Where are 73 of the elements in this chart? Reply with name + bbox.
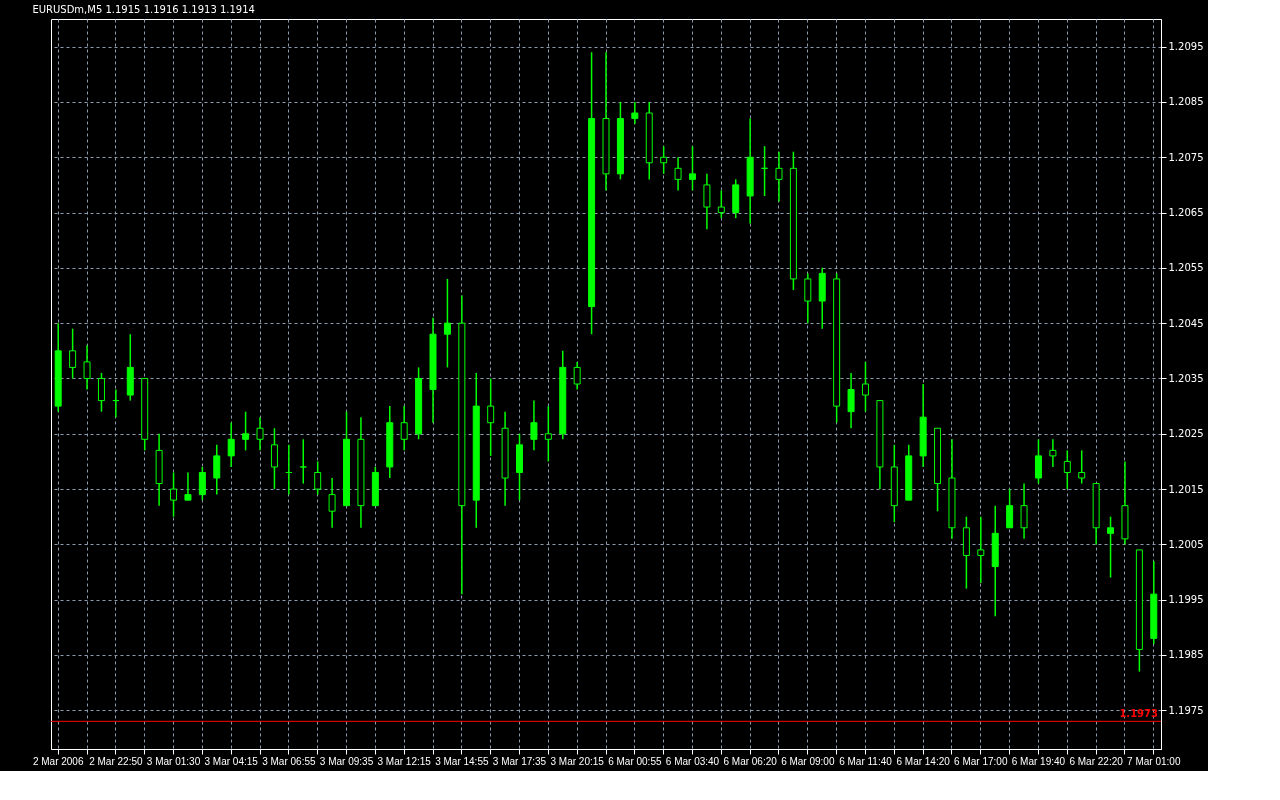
x-tick-label: 6 Mar 14:20 [896,755,951,767]
x-tick-label: 3 Mar 14:55 [435,755,489,767]
candlestick [227,421,235,468]
candlestick [1020,482,1028,540]
y-tick-label: 1.2055 [1168,262,1204,274]
x-tick-label: 3 Mar 17:35 [492,755,547,767]
candlestick [1107,515,1115,579]
x-tick-label: 3 Mar 20:15 [550,755,605,767]
ref-line-label: 1.1973 [1119,708,1159,720]
candlestick [688,145,696,192]
candlestick [328,477,336,529]
candlestick [717,189,725,219]
y-tick-label: 1.1985 [1168,649,1204,661]
x-tick-label: 6 Mar 09:00 [781,755,835,767]
candlestick [703,173,711,230]
candlestick [270,427,278,490]
candlestick [1006,488,1014,529]
candlestick [1049,438,1057,468]
y-tick-label: 1.2015 [1168,483,1204,495]
x-tick-label: 3 Mar 06:55 [262,755,316,767]
candlestick [184,471,192,501]
y-tick-label: 1.2095 [1168,41,1204,53]
y-tick-label: 1.1995 [1168,594,1204,606]
candlestick [170,471,178,518]
candlestick [400,405,408,452]
candlestick [487,377,495,457]
candlestick [977,515,985,584]
y-tick-label: 1.2045 [1168,317,1204,329]
candlestick [314,460,322,496]
candlestick [631,101,639,125]
candlestick [1078,449,1086,485]
candlestick [530,399,538,452]
x-tick-label: 6 Mar 00:55 [608,755,662,767]
candlestick [443,278,451,369]
x-tick-label: 3 Mar 04:15 [204,755,259,767]
candlestick [1063,449,1071,490]
x-tick-label: 6 Mar 03:40 [665,755,720,767]
candlestick [242,410,250,452]
candlestick [299,438,307,485]
candlestick [69,327,77,380]
candlestick [1034,438,1042,485]
x-tick-label: 6 Mar 06:20 [723,755,778,767]
y-tick-label: 1.2075 [1168,151,1204,163]
y-tick-label: 1.1975 [1168,704,1204,716]
candlestick [847,372,855,429]
candlestick [97,372,105,413]
candlestick [674,156,682,192]
candlestick [804,272,812,324]
x-tick-label: 3 Mar 12:15 [377,755,432,767]
x-tick-label: 6 Mar 17:00 [954,755,1008,767]
x-tick-label: 6 Mar 19:40 [1011,755,1066,767]
y-tick-label: 1.2025 [1168,428,1204,440]
candlestick [660,145,668,175]
y-tick-label: 1.2085 [1168,96,1204,108]
chart-title: EURUSDm,M5 1.1915 1.1916 1.1913 1.1914 [32,4,255,15]
candlestick [861,361,869,413]
x-tick-label: 6 Mar 11:40 [839,755,893,767]
y-tick-label: 1.2005 [1168,538,1204,550]
candlestick [256,416,264,452]
x-tick-label: 2 Mar 22:50 [89,755,143,767]
candlestick [198,466,206,501]
x-tick-label: 6 Mar 22:20 [1069,755,1124,767]
candlestick [573,361,581,391]
y-tick-label: 1.2035 [1168,372,1204,384]
candlestick [544,405,552,463]
x-tick-label: 3 Mar 09:35 [319,755,374,767]
candlestick [83,344,91,391]
candlestick [213,444,221,496]
x-tick-label: 3 Mar 01:30 [146,755,201,767]
candlestick [775,150,783,203]
x-tick-label: 7 Mar 01:00 [1127,755,1181,767]
x-tick-label: 2 Mar 2006 [32,755,84,767]
y-tick-label: 1.2065 [1168,207,1204,219]
